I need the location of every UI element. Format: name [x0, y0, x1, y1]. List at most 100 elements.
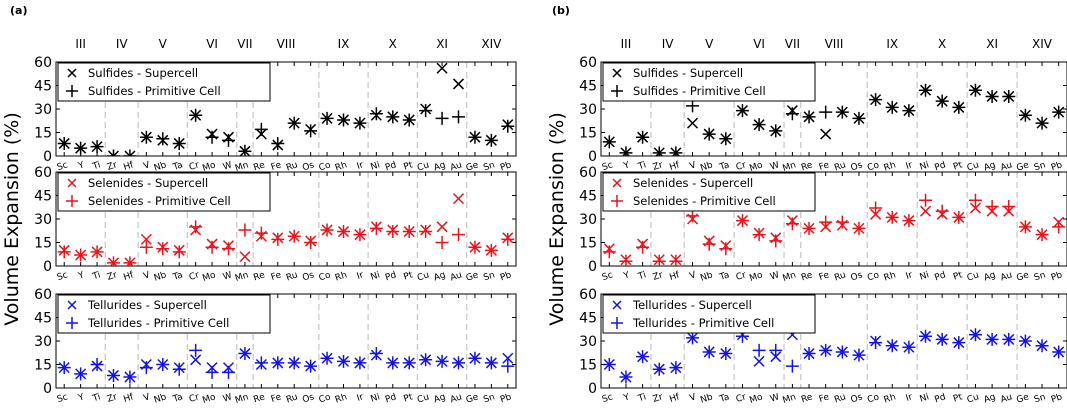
x-tick-label: Ag: [983, 392, 997, 405]
x-tick-label: Os: [850, 160, 865, 173]
x-tick-label: Fe: [818, 160, 831, 173]
data-point-primitive-cell: [1052, 220, 1066, 234]
y-tick-label: 30: [34, 102, 52, 118]
x-tick-label: Rh: [334, 392, 348, 405]
x-tick-label: Sc: [601, 160, 614, 173]
data-point-primitive-cell: [869, 93, 883, 107]
data-point-primitive-cell: [123, 370, 137, 384]
x-tick-label: Pb: [1050, 392, 1064, 405]
x-tick-label: Zr: [106, 270, 119, 283]
data-point-primitive-cell: [669, 146, 683, 156]
x-tick-label: Pt: [403, 392, 415, 404]
data-point-primitive-cell: [885, 100, 899, 114]
data-point-primitive-cell: [386, 356, 400, 370]
data-point-primitive-cell: [602, 135, 616, 149]
x-tick-label: Ni: [369, 160, 381, 172]
data-point-primitive-cell: [468, 130, 482, 144]
data-point-primitive-cell: [602, 358, 616, 371]
x-tick-label: Ge: [465, 392, 480, 406]
data-point-primitive-cell: [952, 210, 966, 224]
data-point-supercell: [820, 128, 832, 140]
x-tick-label: Ge: [1015, 270, 1030, 284]
x-tick-label: V: [689, 392, 699, 404]
x-tick-label: Ta: [171, 392, 184, 405]
x-tick-label: Mn: [781, 160, 797, 174]
x-tick-label: Pb: [499, 160, 513, 173]
data-point-primitive-cell: [802, 347, 816, 361]
x-tick-label: Cr: [188, 160, 201, 173]
data-point-primitive-cell: [402, 113, 416, 127]
x-tick-label: Ta: [718, 160, 731, 173]
data-point-primitive-cell: [702, 345, 716, 359]
data-point-primitive-cell: [254, 356, 268, 370]
x-tick-label: Y: [76, 270, 86, 282]
group-label: VI: [206, 37, 218, 51]
x-tick-label: Y: [76, 392, 86, 404]
x-tick-label: Pd: [384, 392, 398, 405]
markers: [57, 193, 515, 266]
markers: [57, 343, 515, 384]
y-tick-label: 60: [579, 165, 597, 181]
y-tick-label: 15: [579, 358, 597, 374]
data-point-primitive-cell: [172, 362, 186, 376]
x-tick-label: Pd: [933, 392, 947, 405]
legend-marker: [66, 85, 78, 97]
x-tick-label: Zr: [652, 270, 665, 283]
y-tick-label: 45: [579, 189, 597, 205]
x-tick-label: Hf: [122, 270, 135, 283]
x-tick-label: Co: [318, 160, 333, 173]
x-tick-label: Hf: [668, 160, 681, 173]
y-tick-label: 30: [34, 334, 52, 350]
data-point-primitive-cell: [337, 113, 350, 127]
x-tick-label: Fe: [818, 392, 831, 405]
data-point-primitive-cell: [1002, 199, 1016, 213]
legend-marker: [611, 317, 623, 329]
y-axis-label: Volume Expansion (%): [546, 112, 568, 325]
y-tick-label: 15: [579, 126, 597, 142]
data-point-primitive-cell: [205, 130, 219, 144]
x-tick-label: Mn: [781, 392, 797, 406]
x-tick-label: Mo: [748, 392, 764, 406]
x-tick-label: Cu: [416, 392, 431, 405]
data-point-primitive-cell: [287, 116, 301, 130]
x-tick-label: Cu: [966, 392, 981, 405]
legend-box: [57, 172, 271, 212]
legend: Selenides - Supercell Selenides - Primiti…: [57, 172, 271, 212]
data-point-primitive-cell: [852, 348, 866, 362]
data-point-primitive-cell: [320, 351, 334, 365]
x-tick-label: Nb: [153, 270, 168, 283]
y-axis-label: Volume Expansion (%): [1, 112, 23, 325]
x-tick-label: Ta: [171, 160, 184, 173]
data-point-primitive-cell: [287, 229, 301, 243]
x-tick-label: Nb: [699, 392, 714, 405]
x-tick-label: Cu: [966, 160, 981, 173]
x-tick-label: Co: [866, 160, 881, 173]
x-tick-label: Sn: [482, 392, 496, 405]
data-point-primitive-cell: [501, 232, 515, 246]
x-tick-label: V: [142, 160, 152, 172]
x-tick-label: Au: [449, 160, 463, 173]
x-tick-label: Sc: [601, 392, 614, 405]
data-point-primitive-cell: [484, 133, 498, 147]
data-point-primitive-cell: [238, 223, 252, 237]
data-point-primitive-cell: [619, 254, 633, 266]
x-tick-label: Ni: [919, 160, 931, 172]
x-tick-label: Nb: [699, 270, 714, 283]
legend-marker: [67, 300, 77, 310]
data-point-primitive-cell: [90, 140, 104, 154]
x-tick-label: Ge: [465, 270, 480, 284]
x-tick-label: Ru: [285, 392, 299, 405]
data-point-primitive-cell: [1052, 345, 1066, 359]
group-label: VIII: [825, 37, 844, 51]
y-tick-label: 60: [34, 165, 52, 181]
x-tick-label: Sn: [482, 270, 496, 283]
group-label: III: [75, 37, 86, 51]
x-tick-label: Ti: [91, 160, 102, 172]
x-tick-label: Cr: [735, 392, 748, 405]
data-point-primitive-cell: [636, 350, 650, 364]
x-tick-label: Sn: [482, 160, 496, 173]
x-tick-label: Au: [999, 270, 1013, 283]
x-tick-label: V: [142, 270, 152, 282]
